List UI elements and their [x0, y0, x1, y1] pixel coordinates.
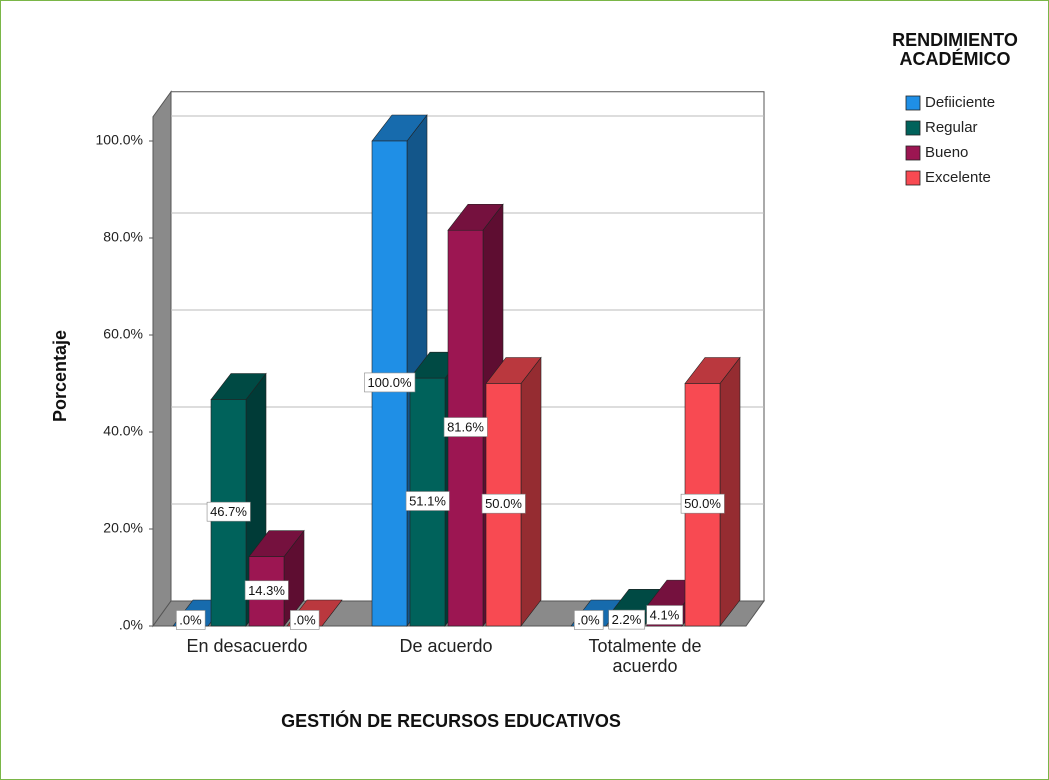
legend-swatch: [905, 120, 921, 136]
y-tick-label: 20.0%: [103, 520, 143, 536]
value-label: 46.7%: [210, 504, 247, 519]
y-tick-label: 100.0%: [96, 132, 143, 148]
value-label: 14.3%: [248, 583, 285, 598]
y-tick-label: 60.0%: [103, 326, 143, 342]
x-tick-label: Totalmente de acuerdo: [588, 636, 702, 676]
value-label: 4.1%: [650, 607, 680, 622]
value-label: 50.0%: [485, 496, 522, 511]
value-label-box: [175, 610, 206, 630]
bar-side: [520, 356, 542, 627]
legend-swatch: [905, 170, 921, 186]
value-label-box: [289, 610, 320, 630]
value-label-box: [206, 501, 251, 522]
side-wall: [152, 90, 172, 628]
value-label-box: [405, 491, 450, 511]
y-tick-label: 40.0%: [103, 423, 143, 439]
value-label-box: [364, 372, 416, 393]
value-label: 51.1%: [409, 494, 446, 509]
legend-label: Excelente: [925, 169, 991, 186]
value-label-box: [680, 493, 725, 514]
legend-swatch: [905, 145, 921, 161]
value-label-box: [481, 493, 526, 514]
legend-swatch: [905, 95, 921, 111]
value-label-box: [608, 609, 646, 630]
value-label: 2.2%: [612, 612, 642, 627]
value-label-box: [573, 610, 604, 630]
value-label-box: [646, 605, 684, 625]
bar-side: [719, 356, 741, 627]
y-tick-label: 80.0%: [103, 229, 143, 245]
y-axis-title: Porcentaje: [50, 330, 70, 422]
value-label: 81.6%: [447, 420, 484, 435]
value-label-box: [244, 580, 289, 601]
value-label: .0%: [577, 612, 600, 627]
legend-label: Regular: [925, 119, 978, 136]
value-label: 50.0%: [684, 496, 721, 511]
value-label: .0%: [179, 612, 202, 627]
legend-label: Defiiciente: [925, 94, 995, 111]
value-label-box: [443, 417, 488, 437]
x-axis-title: GESTIÓN DE RECURSOS EDUCATIVOS: [281, 711, 621, 731]
value-label: 100.0%: [367, 375, 412, 390]
x-tick-label: En desacuerdo: [186, 636, 308, 656]
y-tick-label: .0%: [119, 617, 143, 633]
x-tick-label: De acuerdo: [399, 636, 493, 656]
value-label: .0%: [293, 612, 316, 627]
legend-title: RENDIMIENTO ACADÉMICO: [892, 30, 1018, 69]
legend-label: Bueno: [925, 144, 968, 161]
